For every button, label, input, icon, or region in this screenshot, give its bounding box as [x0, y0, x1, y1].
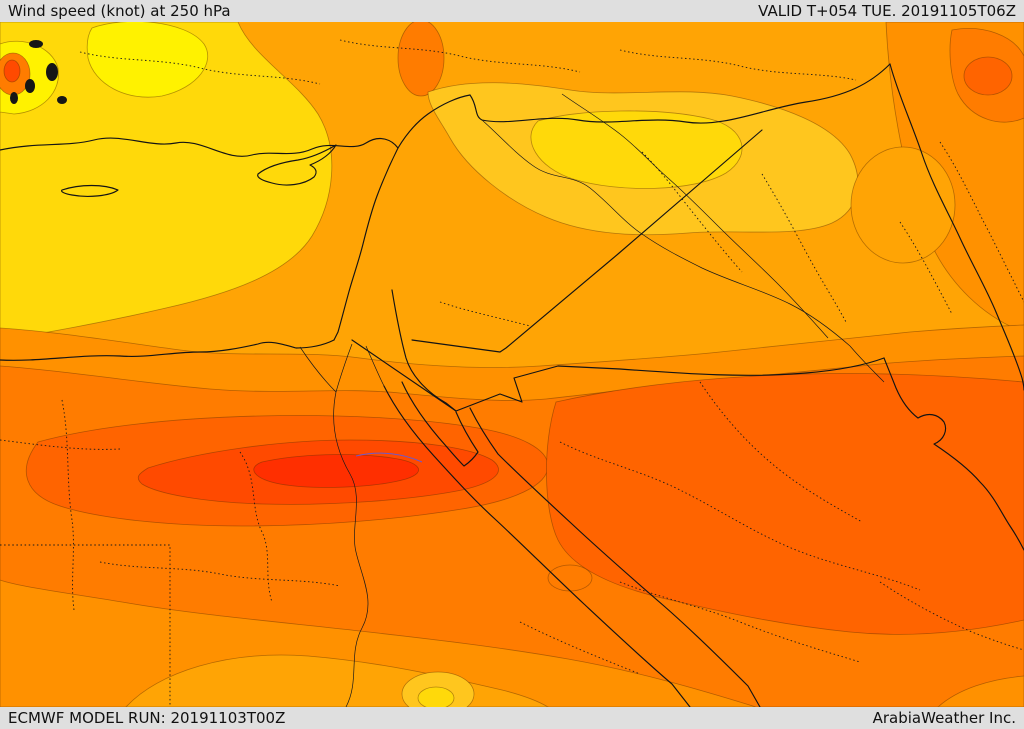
coastline-kuwait-gulf: [883, 357, 1024, 551]
aegean-island: [46, 63, 58, 81]
admin-boundary: [339, 39, 581, 73]
border-iraq-iran: [889, 63, 1024, 391]
border-turkey-syria-iraq: [469, 63, 891, 124]
border-israel-jordan: [391, 289, 457, 412]
admin-boundary: [619, 49, 857, 81]
nile-delta-branch-east: [335, 343, 353, 393]
aegean-island: [29, 40, 43, 48]
admin-boundary: [99, 561, 341, 587]
admin-boundary: [939, 141, 1024, 303]
aegean-island: [25, 79, 35, 93]
coastline-gulf-of-suez-red-sea-west: [383, 385, 691, 707]
contour-yellow-turkey: [0, 22, 333, 341]
coastline-levant: [333, 147, 399, 341]
contour-ne-corner-core: [963, 56, 1013, 96]
admin-boundaries: [0, 39, 1024, 707]
coastline-egypt-north: [0, 339, 335, 361]
admin-boundary: [559, 441, 921, 591]
overlay-line: [355, 452, 423, 463]
contour-light-hole: [547, 564, 593, 592]
admin-boundary: [619, 581, 861, 663]
contour-bottom-yellow-inner: [417, 686, 455, 707]
contour-aegean-max-inner: [3, 59, 21, 83]
coastline-sinai-east: [401, 381, 479, 467]
crete-island: [61, 184, 119, 197]
weather-map-container: [0, 22, 1024, 707]
coastlines-and-borders: [0, 40, 1024, 707]
contour-anatolia-dark-blob: [397, 22, 445, 97]
admin-boundary: [439, 301, 531, 327]
brand-label: ArabiaWeather Inc.: [872, 709, 1016, 727]
river-tigris: [561, 93, 829, 339]
admin-boundary: [899, 221, 953, 315]
contour-jet-core-inner: [253, 454, 419, 488]
nile-delta-branch-west: [299, 346, 337, 393]
admin-boundary: [519, 621, 641, 675]
model-run-label: ECMWF MODEL RUN: 20191103T00Z: [8, 709, 286, 727]
coastline-gulf-of-aqaba-red-sea-east: [469, 407, 761, 707]
weather-map: [0, 22, 1024, 707]
river-nile: [333, 391, 369, 707]
admin-boundary: [61, 399, 75, 611]
valid-time-label: VALID T+054 TUE. 20191105T06Z: [758, 2, 1016, 20]
border-jordan-saudi-iraq: [455, 357, 885, 412]
header-bar: Wind speed (knot) at 250 hPa VALID T+054…: [0, 0, 1024, 22]
suez-canal: [365, 345, 385, 387]
map-title: Wind speed (knot) at 250 hPa: [8, 2, 231, 20]
river-shatt-al-arab: [849, 345, 885, 383]
admin-boundary: [79, 51, 321, 85]
aegean-island: [57, 96, 67, 104]
admin-boundary: [239, 451, 273, 603]
coastline-anatolia-south: [0, 94, 471, 157]
cyprus-island: [257, 144, 337, 186]
admin-boundary: [0, 439, 121, 450]
admin-boundary: [761, 173, 847, 323]
aegean-island: [10, 92, 18, 104]
contour-fills: [0, 22, 1024, 707]
footer-bar: ECMWF MODEL RUN: 20191103T00Z ArabiaWeat…: [0, 707, 1024, 729]
border-syria-jordan-iraq-diagonal: [411, 129, 763, 353]
contour-syria-iraq-yellow-core: [530, 110, 743, 189]
contour-bright-yellow-core-a: [86, 22, 209, 98]
contour-zagros-light-spot: [850, 146, 956, 264]
admin-boundary: [699, 381, 863, 523]
